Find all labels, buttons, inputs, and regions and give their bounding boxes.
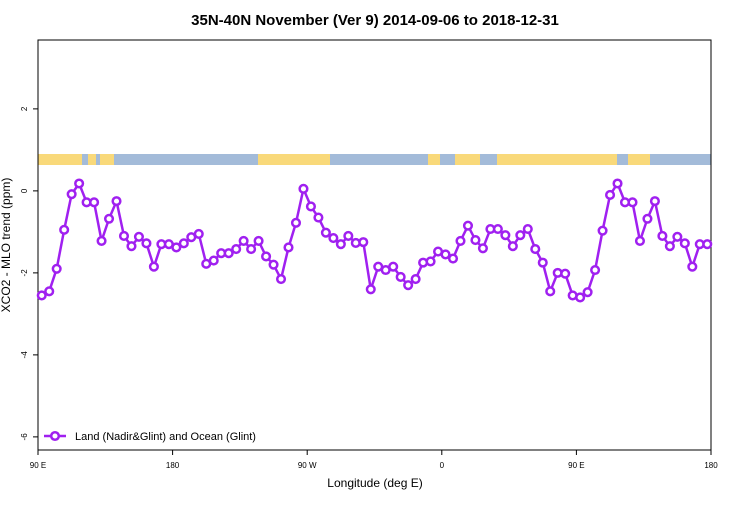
legend-label: Land (Nadir&Glint) and Ocean (Glint) [75,431,256,443]
data-point [103,213,115,224]
data-point [298,183,309,194]
data-point [290,217,302,228]
y-tick-label: 0 [20,188,29,193]
data-point [410,273,421,285]
data-point [627,197,638,208]
x-tick-label: 0 [440,461,445,470]
data-point [582,287,593,298]
data-point [96,235,107,246]
data-point [612,178,623,189]
data-point [148,261,159,272]
data-point [403,280,414,291]
data-point [261,251,272,262]
data-point [231,244,242,255]
data-point [223,248,234,259]
data-point [133,231,144,242]
data-point [89,197,100,208]
x-tick-label: 180 [704,461,718,470]
data-point [59,224,70,235]
data-point [51,263,62,274]
data-point [208,255,219,266]
data-point [597,225,608,236]
data-point [36,290,47,301]
data-point [335,239,346,250]
data-point [672,231,683,242]
data-point [171,242,182,253]
data-point [515,230,526,241]
data-point [702,239,713,250]
plot [36,178,713,303]
data-point [575,292,586,303]
data-point [507,241,518,252]
y-tick-label: 2 [20,106,29,111]
data-point [320,227,331,238]
data-point [238,235,249,246]
data-point [545,286,556,297]
data-point [141,238,152,249]
data-point [425,256,436,267]
data-point [268,259,279,270]
data-point [111,196,122,207]
data-point [328,232,339,244]
y-tick-label: -2 [20,269,29,277]
data-point [193,228,204,239]
data-point [305,201,316,212]
data-point [649,196,660,207]
data-point [657,230,668,242]
data-point [605,189,616,201]
data-point [358,237,369,248]
x-tick-label: 180 [166,461,180,470]
data-point [440,249,451,260]
data-point [313,212,324,223]
data-point [470,235,481,246]
data-point [560,268,571,279]
data-point [492,223,503,235]
data-point [477,243,488,254]
data-point [634,235,646,246]
data-point [500,230,511,241]
data-point [447,253,459,264]
data-point [590,264,601,276]
data-point [522,223,533,235]
data-point [455,235,466,246]
x-axis-label: Longitude (deg E) [327,476,422,490]
data-point [44,286,55,297]
data-point [74,178,85,189]
data-point [664,241,675,252]
data-point [253,235,264,246]
data-point [246,244,257,255]
data-point [118,230,130,242]
data-point [343,230,354,242]
legend-marker [49,430,61,442]
data-point [66,189,77,200]
data-point [462,220,474,231]
data-point [178,238,189,249]
data-point [642,213,653,224]
data-point [530,244,541,255]
data-point [275,273,287,285]
x-tick-label: 90 W [298,461,317,470]
data-point [679,238,690,249]
data-point [687,261,698,272]
y-tick-label: -6 [20,433,29,441]
y-tick-label: -4 [20,351,29,359]
chart-title: 35N-40N November (Ver 9) 2014-09-06 to 2… [191,12,559,29]
data-point [537,257,548,268]
land-ocean-strip [38,154,711,165]
x-tick-label: 90 E [568,461,584,470]
data-point [395,271,406,283]
data-point [388,261,399,272]
data-point [283,242,294,253]
y-axis-label: XCO2 - MLO trend (ppm) [0,178,13,313]
x-tick-label: 90 E [30,461,46,470]
data-point [126,241,137,252]
data-point [365,284,376,295]
